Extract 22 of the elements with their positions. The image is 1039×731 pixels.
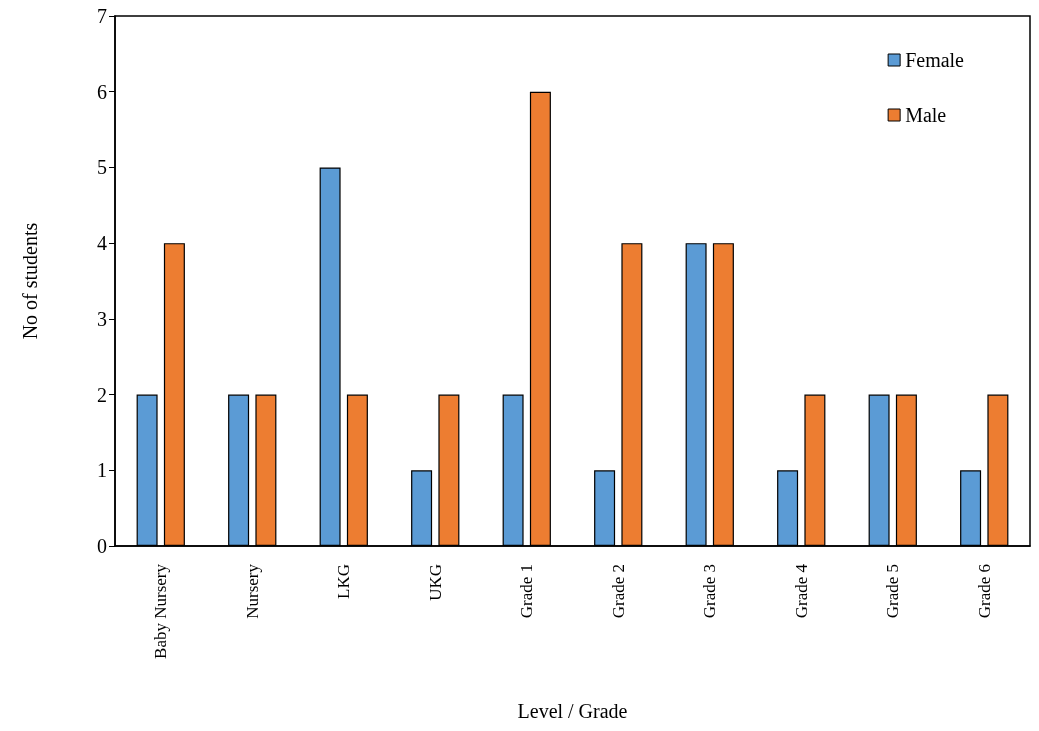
x-tick-label: Grade 4 [791,563,811,619]
y-tick-label: 6 [97,80,107,103]
y-tick-label: 0 [97,535,107,557]
x-tick-label: Grade 6 [974,564,994,619]
x-tick-label: Grade 5 [883,564,903,619]
y-tick-label: 3 [97,307,107,330]
x-tick-label: Grade 3 [700,564,720,619]
x-tick-label: LKG [334,564,354,599]
x-tick-label: Baby Nursery [151,563,171,659]
legend-label: Male [905,104,947,126]
x-tick-label: Grade 2 [608,564,628,619]
y-tick-label: 2 [97,383,107,406]
y-tick-label: 5 [97,156,107,179]
x-axis-title: Level / Grade [517,700,628,722]
y-tick-label: 1 [97,459,107,482]
x-tick-label: Grade 1 [517,564,537,619]
legend-label: Female [905,49,965,71]
x-tick-label: UKG [425,564,445,601]
y-tick-label: 4 [97,232,107,255]
y-axis-title: No of students [19,222,41,340]
x-tick-label: Nursery [242,563,262,619]
y-tick-label: 7 [97,5,107,27]
